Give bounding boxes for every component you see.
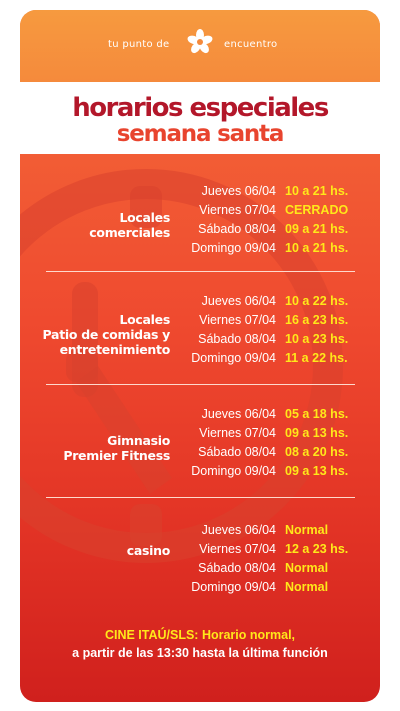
title-line-1: horarios especiales — [72, 93, 329, 123]
header-bar: tu punto de encuentro — [20, 10, 380, 82]
schedule-row: Jueves 06/04 Normal — [201, 523, 329, 537]
title-line-2: semana santa — [116, 121, 285, 147]
schedule-row: Sábado 08/04 08 a 20 hs. — [198, 445, 349, 459]
clock-decoration — [20, 169, 343, 563]
schedule-row: Domingo 09/04 10 a 21 hs. — [191, 241, 349, 255]
schedule-row: Viernes 07/04 09 a 13 hs. — [199, 426, 349, 440]
schedule-row: Domingo 09/04 11 a 22 hs. — [191, 351, 348, 365]
title-box — [20, 82, 380, 154]
section-category: casino — [126, 543, 171, 558]
poster-card: tu punto de encuentro horarios especiale… — [20, 10, 380, 702]
schedule-row: Domingo 09/04 Normal — [191, 580, 329, 594]
schedule-row: Sábado 08/04 Normal — [198, 561, 329, 575]
cine-notice-detail: a partir de las 13:30 hasta la última fu… — [72, 646, 328, 660]
section-divider — [46, 384, 355, 385]
section-category: Locales Patio de comidas y entretenimien… — [42, 312, 171, 357]
tagline-left: tu punto de — [108, 39, 170, 50]
schedule-row: Sábado 08/04 09 a 21 hs. — [198, 222, 349, 236]
schedule-row: Viernes 07/04 12 a 23 hs. — [199, 542, 349, 556]
section-divider — [46, 271, 355, 272]
schedule-row: Domingo 09/04 09 a 13 hs. — [191, 464, 349, 478]
schedule-row: Jueves 06/04 10 a 22 hs. — [201, 294, 349, 308]
tagline-right: encuentro — [224, 39, 278, 50]
section-divider — [46, 497, 355, 498]
section-category: Locales comerciales — [89, 210, 170, 240]
cine-notice-title: CINE ITAÚ/SLS: Horario normal, — [104, 628, 296, 642]
flower-logo-icon — [187, 29, 213, 54]
schedule-row: Viernes 07/04 CERRADO — [199, 203, 349, 217]
schedule-row: Jueves 06/04 10 a 21 hs. — [201, 184, 349, 198]
schedule-row: Sábado 08/04 10 a 23 hs. — [198, 332, 349, 346]
schedule-row: Viernes 07/04 16 a 23 hs. — [199, 313, 349, 327]
schedule-row: Jueves 06/04 05 a 18 hs. — [201, 407, 349, 421]
section-category: Gimnasio Premier Fitness — [63, 433, 170, 463]
